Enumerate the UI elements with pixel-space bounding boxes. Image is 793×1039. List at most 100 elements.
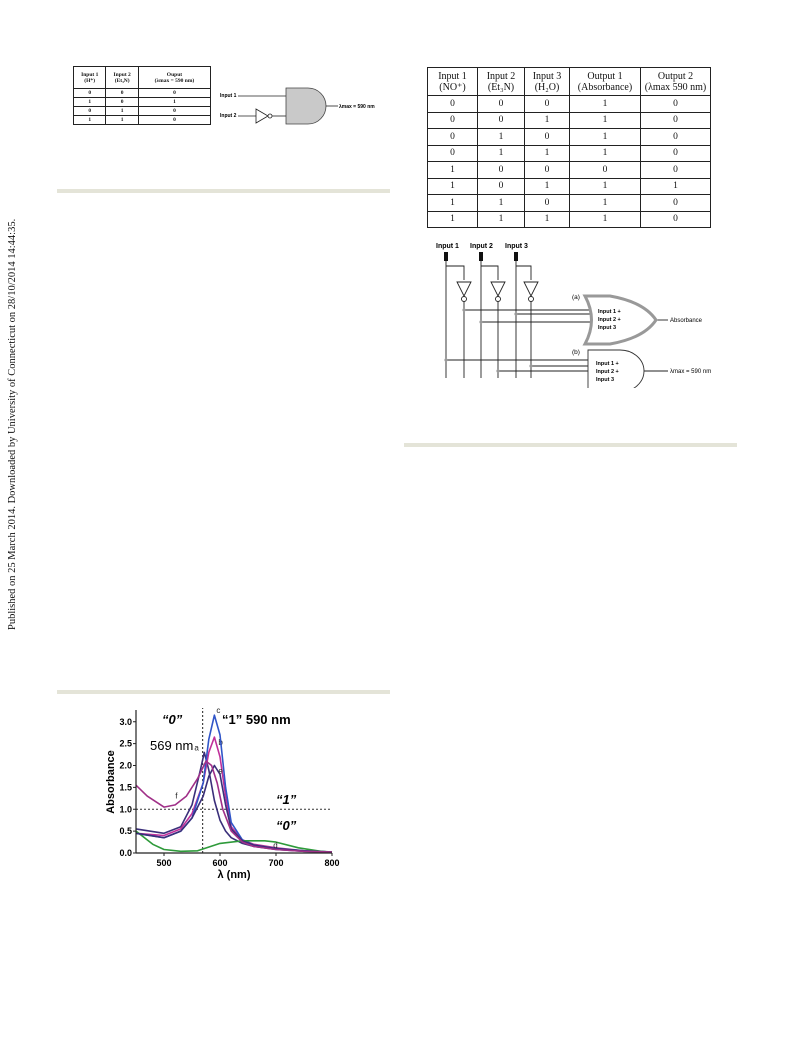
- input-terminal-icon: [444, 252, 448, 261]
- input-terminals: [444, 252, 518, 261]
- table2-header: Input 1 (NO⁺): [427, 67, 478, 96]
- series-line-f: [135, 760, 333, 853]
- table1-header-row: Input 1 (H⁺) Input 2 (Et₃N) Ouput (λmax = 5…: [72, 66, 212, 89]
- junction-dot: [444, 358, 448, 362]
- y-tick-label: 1.5: [119, 782, 132, 792]
- table1-header: Input 2 (Et₃N): [105, 66, 139, 89]
- y-tick-label: 1.0: [119, 804, 132, 814]
- table-cell: 1: [569, 95, 641, 113]
- annotation-zero-top: “0”: [162, 712, 183, 727]
- table-cell: 1: [524, 144, 570, 162]
- input-terminal-icon: [479, 252, 483, 261]
- side-note: Published on 25 March 2014. Downloaded b…: [7, 218, 18, 630]
- table-cell: 1: [569, 111, 641, 129]
- table-cell: 0: [137, 106, 212, 116]
- table-cell: 1: [427, 177, 478, 195]
- table-cell: 1: [427, 210, 478, 228]
- annotation-one-top: “1” 590 nm: [222, 712, 291, 727]
- table-cell: 0: [640, 194, 711, 212]
- table-cell: 0: [640, 128, 711, 146]
- annotation-zero-right: “0”: [276, 818, 297, 833]
- circuit-wire: [516, 265, 532, 280]
- inverters: [456, 281, 539, 302]
- section-divider: [57, 189, 390, 193]
- table-cell: 0: [105, 88, 139, 98]
- table-cell: 0: [427, 95, 478, 113]
- table-cell: 0: [427, 128, 478, 146]
- logic-circuit-diagram: Input 1 Input 2 Input 3: [436, 243, 711, 388]
- table-cell: 0: [477, 95, 525, 113]
- not-gate-icon: [456, 281, 472, 298]
- junction-dot: [496, 369, 500, 373]
- table-cell: 0: [524, 95, 570, 113]
- wire-junctions: [444, 308, 533, 373]
- table-cell: 0: [640, 161, 711, 179]
- y-tick-label: 3.0: [119, 717, 132, 727]
- circuit-input1-label: Input 1: [436, 243, 459, 250]
- inverter-bubble-icon: [528, 296, 534, 302]
- circuit-wires: [445, 261, 668, 378]
- y-tick-label: 0.5: [119, 826, 132, 836]
- table-cell: 1: [427, 194, 478, 212]
- x-tick-label: 700: [268, 858, 283, 868]
- table-cell: 0: [137, 115, 212, 125]
- junction-dot: [479, 320, 483, 324]
- table-cell: 1: [524, 111, 570, 129]
- table-cell: 0: [569, 161, 641, 179]
- table-cell: 0: [427, 111, 478, 129]
- table-cell: 0: [72, 88, 107, 98]
- gate1-input1-label: Input 1: [220, 93, 237, 99]
- not-gate-icon: [523, 281, 539, 298]
- table-cell: 1: [569, 144, 641, 162]
- section-divider: [57, 690, 390, 694]
- circuit-input2-label: Input 2: [470, 243, 493, 250]
- table-cell: 1: [477, 144, 525, 162]
- y-tick-label: 2.5: [119, 739, 132, 749]
- gate-a-input-2: Input 2 +: [598, 317, 621, 323]
- table-cell: 1: [569, 177, 641, 195]
- inverter-bubble-icon: [461, 296, 467, 302]
- not-gate-icon: [490, 281, 506, 298]
- table-cell: 0: [477, 111, 525, 129]
- gate-a-input-1: Input 1 +: [598, 309, 621, 315]
- annotation-569nm: 569 nm: [150, 738, 193, 753]
- table-cell: 1: [569, 128, 641, 146]
- series-line-d: [135, 830, 333, 853]
- table-cell: 0: [427, 144, 478, 162]
- truth-table-1: Input 1 (H⁺) Input 2 (Et₃N) Ouput (λmax = 5…: [72, 66, 212, 125]
- table-cell: 0: [72, 106, 107, 116]
- table1-header: Input 1 (H⁺): [72, 66, 107, 89]
- series-label-e: e: [218, 767, 223, 776]
- circuit-wire: [446, 265, 465, 280]
- chart-ticks: 500 600 700 800 0.0 0.5 1.0 1.5 2.0 2.5 3.0: [119, 717, 339, 868]
- table2-header: Output 1 (Absorbance): [569, 67, 641, 96]
- table-cell: 0: [640, 210, 711, 228]
- series-label-a: a: [194, 743, 199, 752]
- table-cell: 0: [640, 95, 711, 113]
- table-cell: 1: [72, 97, 107, 107]
- table-cell: 0: [640, 111, 711, 129]
- and-gate-icon: [587, 349, 645, 388]
- y-tick-label: 0.0: [119, 848, 132, 858]
- inverter-bubble-icon: [267, 113, 273, 119]
- chart-grid: [136, 708, 332, 853]
- x-tick-label: 800: [324, 858, 339, 868]
- table-cell: 0: [524, 128, 570, 146]
- gate-b-input-1: Input 1 +: [596, 361, 619, 367]
- table2-header: Input 3 (H₂O): [524, 67, 570, 96]
- table-cell: 1: [427, 161, 478, 179]
- table2-header: Output 2 (λmax 590 nm): [640, 67, 711, 96]
- section-divider: [404, 443, 737, 447]
- table2-header: Input 2 (Et₃N): [477, 67, 525, 96]
